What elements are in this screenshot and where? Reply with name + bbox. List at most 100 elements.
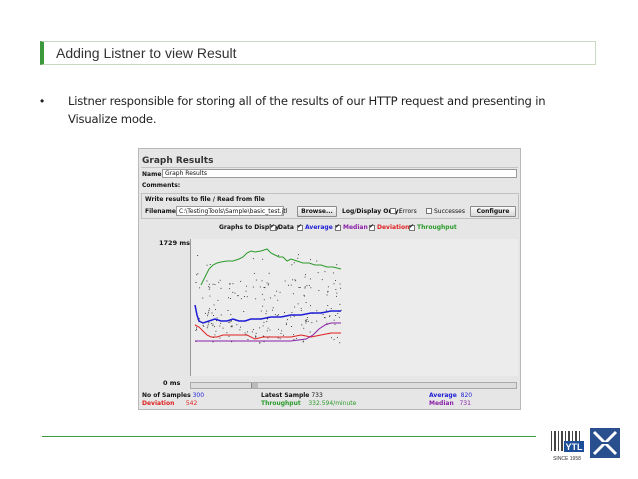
data-point [231,326,233,328]
data-point [291,326,292,327]
data-point [206,280,208,282]
data-point [251,331,253,333]
data-point [310,287,312,289]
data-point [228,335,230,337]
stat-latest-sample: Latest Sample 733 [261,392,323,399]
data-point [336,295,337,297]
data-point [283,334,284,336]
data-point [240,298,242,300]
data-point [215,330,217,332]
data-point [269,329,271,331]
svg-text:YTL: YTL [566,442,584,452]
data-point [266,321,268,322]
data-point [284,312,285,313]
data-point [318,290,320,291]
data-point [259,286,261,288]
data-point [244,332,246,334]
data-point [308,285,310,286]
data-point [278,314,279,316]
scrollbar-thumb[interactable] [251,383,258,388]
data-checkbox[interactable] [270,223,276,231]
graph-plot [194,248,342,344]
data-point [214,326,215,328]
throughput-line [200,248,342,286]
graph-scrollbar[interactable] [190,382,517,389]
data-point [335,289,337,290]
legend-throughput: Throughput [417,224,457,231]
data-point [207,323,209,325]
data-point [317,272,319,274]
data-point [324,317,326,319]
data-point [293,262,295,264]
data-point [290,316,292,318]
data-point [263,299,265,301]
data-point [246,296,248,298]
successes-label: Successes [434,208,465,215]
data-point [219,279,221,281]
data-point [306,319,308,320]
data-point [316,310,318,312]
data-point [211,312,213,314]
data-point [327,290,329,292]
data-point [274,314,276,316]
data-point [208,311,209,313]
data-point [245,290,247,292]
data-point [337,337,338,338]
data-point [279,291,281,293]
comments-label: Comments: [142,182,181,189]
filename-field[interactable]: C:\TestingTools\Sample\basic_test.jtl [176,206,287,216]
data-point [240,280,242,282]
data-point [216,317,218,319]
browse-button[interactable]: Browse... [297,206,337,217]
data-point [268,272,270,274]
data-point [207,313,209,315]
data-point [300,310,302,311]
data-point [255,335,257,337]
average-checkbox[interactable] [297,223,303,231]
deviation-checkbox[interactable] [369,223,375,231]
throughput-checkbox[interactable] [409,223,415,231]
data-point [214,334,216,336]
data-point [230,326,232,328]
data-point [295,280,297,282]
logo-since-text: SINCE 1958 [553,456,581,462]
data-point [279,338,281,340]
median-checkbox[interactable] [335,223,341,231]
panel-title: Graph Results [142,156,214,166]
data-point [336,264,338,266]
data-point [293,334,294,336]
configure-button[interactable]: Configure [470,206,516,217]
data-point [212,325,214,326]
graph-results-panel: Graph Results Name: Graph Results Commen… [138,148,521,410]
stat-deviation: Deviation 542 [142,400,198,407]
data-point [265,313,267,315]
successes-checkbox[interactable] [426,208,432,214]
data-point [209,308,210,310]
stat-average: Average 820 [429,392,473,399]
data-point [276,290,277,292]
data-point [325,309,327,311]
data-point [229,283,231,285]
data-point [259,342,261,343]
data-point [214,284,216,285]
data-point [230,298,231,299]
data-point [267,318,268,320]
data-point [339,303,341,305]
name-field[interactable]: Graph Results [162,169,517,178]
data-point [304,287,306,289]
data-point [303,294,305,296]
errors-checkbox[interactable] [390,208,396,214]
data-point [327,305,329,306]
data-point [291,264,293,266]
legend-average: Average [305,224,333,231]
data-point [298,254,299,256]
data-point [255,336,257,338]
data-point [216,320,217,322]
data-point [243,311,245,312]
data-point [262,305,264,307]
data-point [222,327,224,329]
data-point [246,285,247,287]
data-point [338,316,340,318]
data-point [316,320,318,322]
data-point [293,339,295,340]
